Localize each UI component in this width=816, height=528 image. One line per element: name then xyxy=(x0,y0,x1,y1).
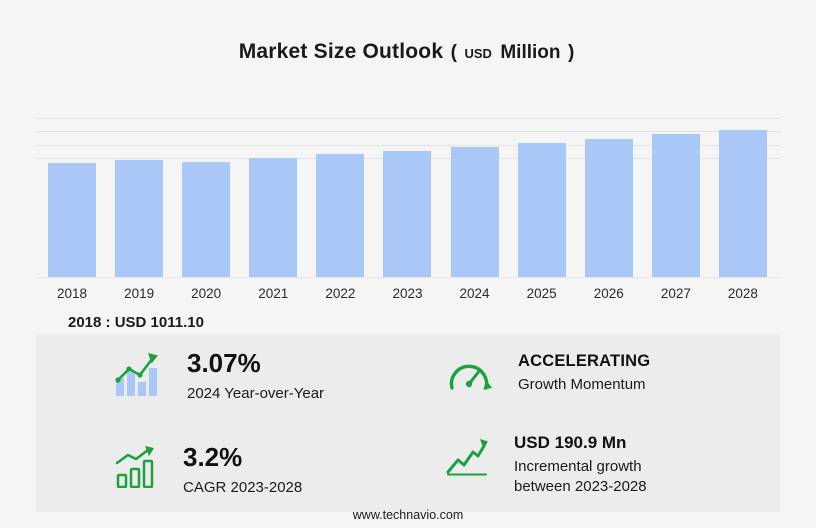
x-axis-label: 2021 xyxy=(258,286,289,301)
gridline xyxy=(36,145,781,146)
stat-card-yoy: 3.07% 2024 Year-over-Year xyxy=(113,348,325,405)
bar-group: 2019 xyxy=(115,108,164,301)
x-axis-label: 2028 xyxy=(727,286,758,301)
stat-label: Growth Momentum xyxy=(518,376,646,394)
bar-group: 2020 xyxy=(182,108,231,301)
bar xyxy=(450,147,499,277)
bar xyxy=(316,154,365,277)
footer-url: www.technavio.com xyxy=(352,508,464,522)
stat-value: 3.07% xyxy=(187,348,261,378)
incremental-growth-line-icon xyxy=(446,436,488,481)
bar-chart: 2018 2019 2020 2021 2022 2023 2024 2025 2026 2027… xyxy=(36,108,781,301)
bar xyxy=(584,138,633,277)
stat-text: ACCELERATING Growth Momentum xyxy=(518,352,651,396)
bar xyxy=(249,157,298,277)
x-axis-label: 2019 xyxy=(124,286,155,301)
cagr-growth-bars-icon xyxy=(113,446,157,493)
chart-title-unit: Million xyxy=(500,42,561,63)
speedometer-icon xyxy=(446,355,492,400)
stat-card-cagr: 3.2% CAGR 2023-2028 xyxy=(113,442,303,499)
stat-card-momentum: ACCELERATING Growth Momentum xyxy=(446,352,651,400)
x-axis-label: 2020 xyxy=(191,286,222,301)
bar-group: 2027 xyxy=(651,108,700,301)
stat-value: ACCELERATING xyxy=(518,352,651,370)
bar-group: 2028 xyxy=(718,108,767,301)
x-axis-label: 2022 xyxy=(325,286,356,301)
x-axis-label: 2023 xyxy=(392,286,423,301)
stat-card-incremental: USD 190.9 Mn Incremental growth between … xyxy=(446,434,689,497)
bar xyxy=(48,163,96,277)
bars-row: 2018 2019 2020 2021 2022 2023 2024 2025 2026 2027… xyxy=(48,108,767,301)
x-axis-line xyxy=(36,277,781,278)
x-axis-label: 2024 xyxy=(459,286,490,301)
bar-group: 2024 xyxy=(450,108,499,301)
stat-value: 3.2% xyxy=(183,442,243,472)
stats-panel xyxy=(36,334,780,512)
bar xyxy=(651,134,700,277)
chart-title-open-paren: ( xyxy=(450,42,457,63)
bar-group: 2025 xyxy=(517,108,566,301)
bar-group: 2023 xyxy=(383,108,432,301)
bar xyxy=(718,129,767,277)
x-axis-label: 2027 xyxy=(660,286,691,301)
bar xyxy=(115,159,164,277)
chart-title: Market Size Outlook ( USD Million ) xyxy=(0,40,816,64)
stat-text: 3.07% 2024 Year-over-Year xyxy=(187,348,325,405)
stat-label: CAGR 2023-2028 xyxy=(183,479,303,497)
stat-text: USD 190.9 Mn Incremental growth between … xyxy=(514,434,689,497)
bar xyxy=(383,151,432,277)
bar-group: 2022 xyxy=(316,108,365,301)
bar-group: 2018 xyxy=(48,108,96,301)
x-axis-label: 2025 xyxy=(526,286,557,301)
stat-value: USD 190.9 Mn xyxy=(514,433,627,452)
x-axis-label: 2026 xyxy=(593,286,624,301)
bar xyxy=(182,161,231,277)
gridline xyxy=(36,118,781,119)
stat-label: Incremental growth between 2023-2028 xyxy=(514,457,647,496)
bar xyxy=(517,143,566,277)
bar-group: 2021 xyxy=(249,108,298,301)
bar-group: 2026 xyxy=(584,108,633,301)
stat-label: 2024 Year-over-Year xyxy=(187,385,325,403)
stat-text: 3.2% CAGR 2023-2028 xyxy=(183,442,303,499)
chart-title-currency: USD xyxy=(464,46,492,61)
chart-title-main: Market Size Outlook xyxy=(238,40,444,63)
gridline xyxy=(36,131,781,132)
chart-title-close-paren: ) xyxy=(567,42,575,63)
x-axis-label: 2018 xyxy=(56,286,88,301)
yoy-trend-bar-chart-icon xyxy=(113,352,161,401)
base-year-note: 2018 : USD 1011.10 xyxy=(68,314,204,331)
